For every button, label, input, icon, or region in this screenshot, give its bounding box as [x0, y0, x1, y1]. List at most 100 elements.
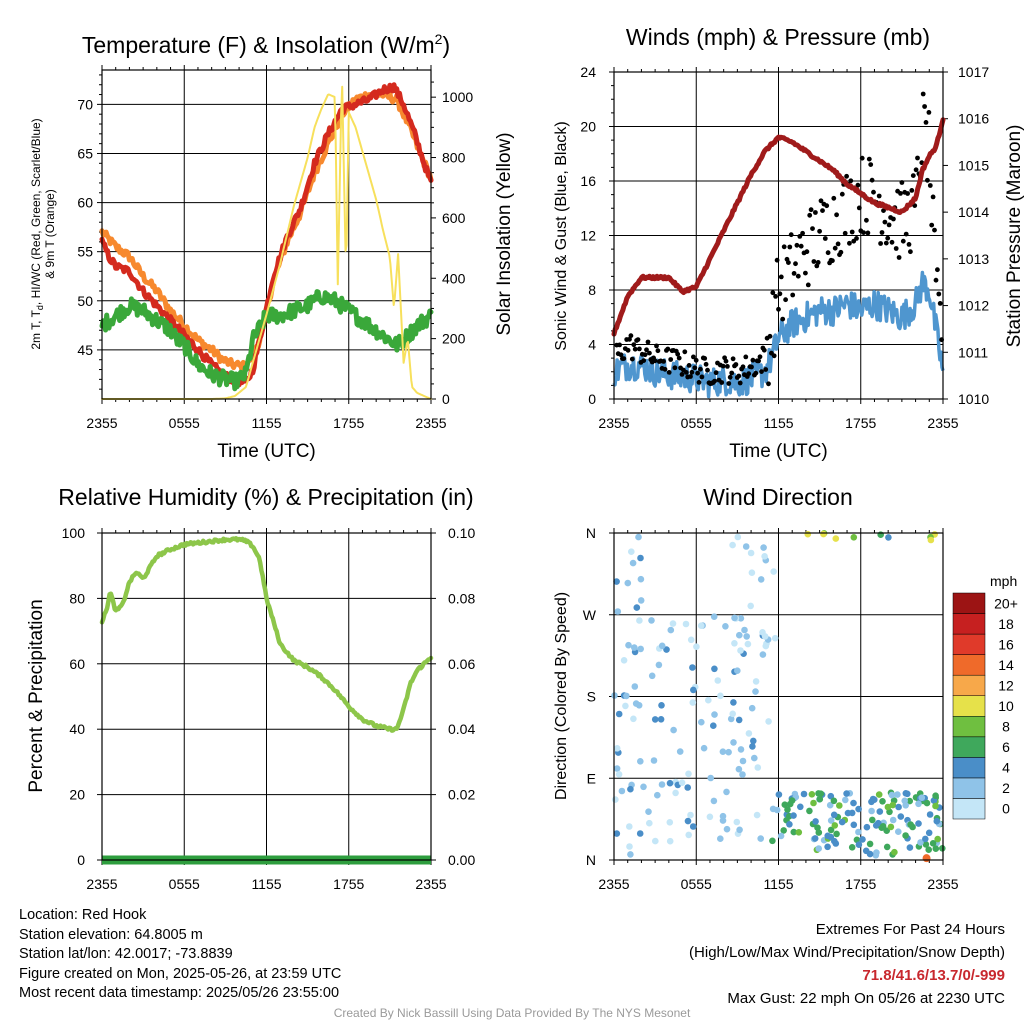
direction-point	[751, 754, 758, 762]
y-tick-label: 70	[77, 96, 93, 112]
gust-point	[672, 365, 678, 371]
gust-point	[743, 354, 749, 360]
y-axis-label-line2: & 9m T (Orange)	[43, 189, 57, 279]
direction-point	[784, 806, 791, 813]
y-right-tick-label: 1010	[958, 391, 989, 407]
y-tick-label: W	[583, 607, 597, 623]
direction-point	[855, 805, 862, 813]
direction-point	[753, 811, 761, 819]
direction-point	[868, 807, 875, 815]
direction-point	[729, 710, 736, 718]
plot-frame	[613, 71, 944, 400]
direction-point	[735, 765, 743, 773]
gust-point	[774, 257, 780, 263]
direction-point	[748, 704, 756, 712]
x-axis-label: Time (UTC)	[217, 441, 316, 462]
gust-point	[737, 380, 743, 386]
winds-panel: Winds (mph) & Pressure (mb) 2355 0555 1155 1…	[553, 24, 1024, 462]
y-right-tick-label: 1011	[958, 344, 988, 360]
direction-point	[690, 686, 697, 694]
direction-point	[625, 641, 632, 649]
y-right-axis-label: Station Pressure (Maroon)	[1004, 125, 1024, 348]
gust-point	[644, 347, 649, 353]
direction-point	[734, 667, 741, 674]
gust-point	[815, 260, 821, 265]
y-tick-label: N	[586, 852, 596, 868]
gust-point	[807, 212, 813, 218]
gust-point	[759, 369, 764, 374]
gust-point	[835, 241, 841, 247]
gust-point	[878, 241, 883, 246]
gust-point	[665, 346, 671, 352]
direction-point	[631, 644, 638, 651]
y-right-tick-label: 800	[442, 150, 466, 166]
direction-point	[654, 791, 661, 799]
gust-point	[824, 203, 830, 209]
y-right-tick-label: 0.04	[448, 721, 475, 737]
gust-point	[773, 294, 778, 299]
gust-point	[625, 347, 631, 353]
direction-point	[747, 602, 754, 610]
gust-point	[804, 249, 810, 255]
direction-point	[850, 799, 857, 807]
gust-point	[808, 207, 814, 213]
x-tick-label: 2355	[86, 415, 117, 431]
direction-point	[795, 829, 803, 836]
direction-point	[759, 651, 767, 658]
direction-point	[826, 801, 834, 809]
gust-point	[854, 236, 859, 241]
direction-point	[866, 850, 874, 858]
gust-point	[839, 191, 845, 197]
y-axis-label: Sonic Wind & Gust (Blue, Black)	[553, 121, 570, 350]
direction-point	[637, 645, 644, 653]
gust-point	[719, 380, 725, 385]
gust-point	[720, 363, 726, 369]
direction-point	[752, 678, 760, 685]
direction-point	[615, 710, 623, 718]
colorbar-swatch	[952, 592, 986, 614]
direction-point	[786, 821, 793, 828]
plot-frame	[613, 532, 944, 861]
gust-point	[778, 274, 784, 280]
direction-point	[623, 692, 630, 700]
direction-point	[879, 798, 886, 805]
direction-point	[747, 549, 755, 557]
y-tick-label: N	[586, 525, 596, 541]
gust-point	[903, 231, 909, 237]
direction-point	[925, 846, 932, 853]
gust-point	[820, 208, 825, 214]
gust-point	[923, 120, 929, 125]
direction-point	[735, 716, 743, 724]
gust-point	[866, 156, 872, 162]
direction-point	[918, 794, 926, 801]
direction-point	[863, 823, 871, 831]
direction-point	[626, 823, 633, 830]
direction-point	[697, 622, 705, 629]
direction-point	[831, 822, 839, 829]
gust-point	[679, 372, 685, 377]
direction-point	[631, 683, 639, 690]
direction-point	[891, 848, 898, 856]
gust-point	[763, 367, 769, 372]
direction-point	[894, 791, 901, 798]
y-axis-label: 2m T, Td, HI/WC (Red, Green, Scarlet/Blu…	[29, 118, 45, 349]
direction-point	[706, 813, 714, 821]
direction-point	[627, 851, 634, 858]
y-right-tick-label: 1012	[958, 298, 989, 314]
colorbar-swatch	[952, 633, 986, 655]
direction-point	[888, 791, 896, 799]
gust-point	[696, 380, 702, 385]
y-right-tick-label: 1000	[442, 89, 473, 105]
gust-point	[813, 210, 818, 215]
x-tick-label: 2355	[415, 415, 446, 431]
direction-point	[780, 827, 787, 834]
y-right-tick-label: 1015	[958, 157, 989, 173]
direction-point	[830, 811, 838, 819]
direction-point	[628, 548, 635, 555]
station-info: Location: Red Hook Station elevation: 64…	[19, 906, 341, 1004]
direction-point	[879, 823, 887, 830]
gust-point	[703, 361, 709, 367]
colorbar-swatch	[952, 674, 986, 696]
gust-point	[780, 316, 786, 322]
gust-point	[712, 378, 717, 384]
